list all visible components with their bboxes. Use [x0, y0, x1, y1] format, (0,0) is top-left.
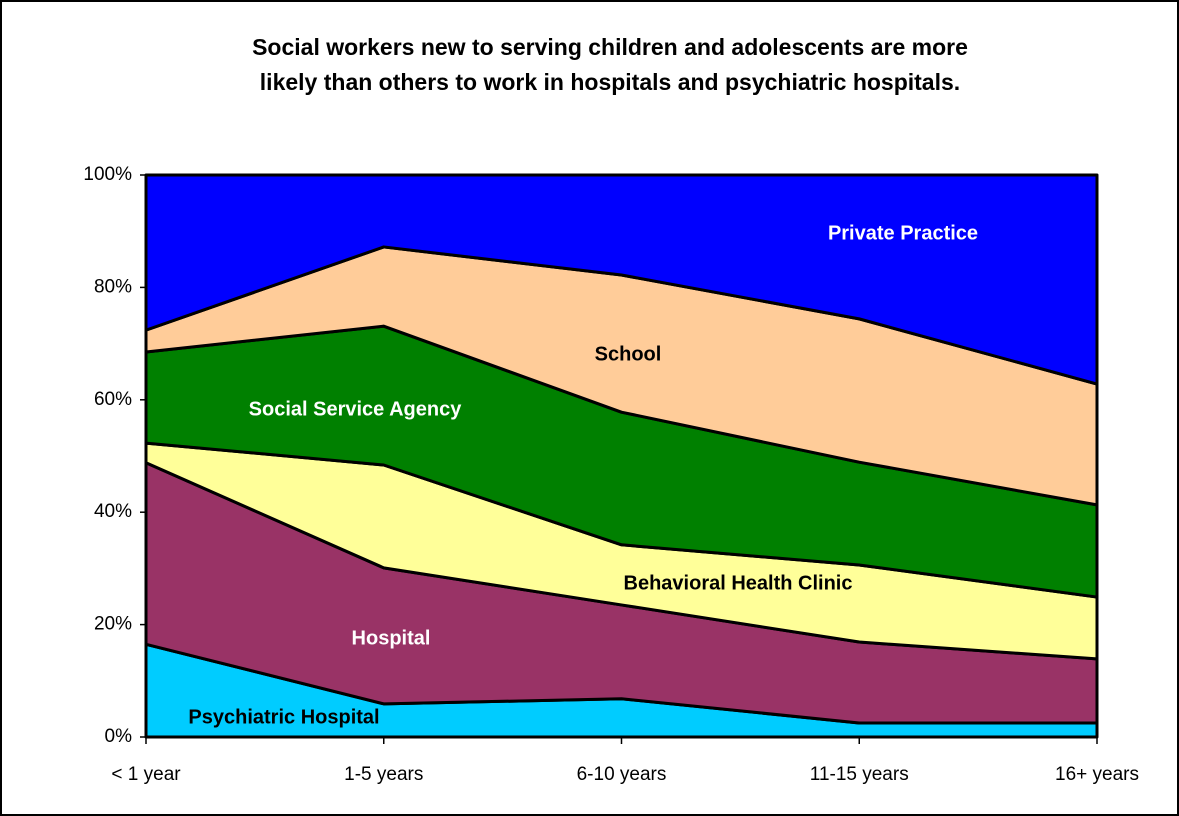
x-tick-label: 1-5 years — [344, 764, 423, 785]
y-tick-label: 100% — [83, 164, 132, 185]
series-label: Behavioral Health Clinic — [624, 572, 853, 594]
x-tick-label: < 1 year — [111, 764, 181, 785]
chart-title: Social workers new to serving children a… — [252, 34, 968, 95]
series-label: Private Practice — [828, 222, 978, 244]
series-label: Social Service Agency — [249, 398, 463, 420]
series-label: Psychiatric Hospital — [188, 706, 379, 728]
series-label: Hospital — [352, 627, 431, 649]
x-tick-label: 16+ years — [1055, 764, 1139, 785]
y-tick-label: 40% — [94, 501, 132, 522]
y-tick-label: 20% — [94, 614, 132, 635]
y-tick-label: 60% — [94, 389, 132, 410]
x-tick-label: 6-10 years — [577, 764, 667, 785]
series-label: School — [595, 343, 662, 365]
x-tick-label: 11-15 years — [810, 764, 909, 785]
y-tick-label: 0% — [105, 726, 133, 747]
y-tick-label: 80% — [94, 276, 132, 297]
